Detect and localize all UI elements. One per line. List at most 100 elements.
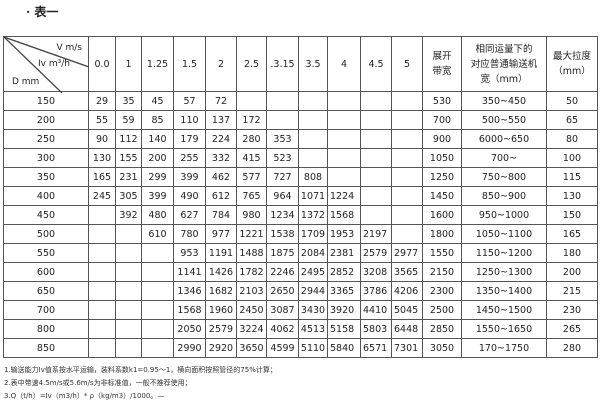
- table-cell: [88, 243, 116, 263]
- table-cell: 1050: [422, 148, 462, 168]
- table-cell: [266, 110, 299, 130]
- table-cell: 2381: [327, 243, 361, 263]
- header-line: 宽（mm）: [480, 73, 528, 85]
- table-cell: [391, 129, 423, 149]
- header-line: 最大拉度: [552, 51, 591, 62]
- table-cell: 392: [115, 205, 142, 225]
- speed-header: 1: [115, 36, 142, 92]
- table-cell: 231: [115, 167, 142, 187]
- table-cell: [298, 148, 328, 168]
- table-cell: 5158: [327, 319, 361, 339]
- table-cell: 80: [546, 129, 598, 149]
- table-cell: [141, 281, 174, 301]
- table-cell: [115, 338, 142, 358]
- table-cell: 215: [546, 281, 598, 301]
- table-cell: 1372: [298, 205, 328, 225]
- speed-header: 2: [205, 36, 237, 92]
- table-cell: [88, 319, 116, 339]
- footnote: 3.Q（t/h）=Iv（m3/h）* ρ（kg/m3）/1000。—: [4, 392, 165, 400]
- table-cell: 2246: [266, 262, 299, 282]
- table-cell: 1234: [266, 205, 299, 225]
- table-row: 500 610 780 977 1221 1538 1709 1953 2197 1800 1050…: [3, 224, 598, 244]
- table-cell: [360, 91, 392, 111]
- table-cell: 1050~1100: [461, 224, 547, 244]
- table-title: · 表一: [26, 5, 59, 19]
- equiv-label-header: 相同运量下的 对应普通输送机 宽（mm）: [461, 36, 547, 92]
- table-cell: [391, 110, 423, 130]
- table-cell: 5110: [298, 338, 328, 358]
- table-row: 250 90 112 140 179 224 280 353 900 6000~650 80: [3, 129, 598, 149]
- footnote: 1.输送能力Iv值系按水平运输，装料系数k1=0.95～1，横向面积按照管径的7…: [4, 366, 277, 374]
- table-cell: [391, 224, 423, 244]
- table-row: 700 1568 1960 2450 3087 3430 3920 4410 5045 2500 1…: [3, 300, 598, 320]
- v-label: V m/s: [56, 43, 82, 53]
- table-cell: [391, 91, 423, 111]
- table-cell: 110: [173, 110, 206, 130]
- table-cell: 230: [546, 300, 598, 320]
- diameter-cell: 800: [3, 319, 89, 339]
- table-cell: 1346: [173, 281, 206, 301]
- table-cell: 950~1000: [461, 205, 547, 225]
- table-cell: [327, 91, 361, 111]
- table-cell: 462: [205, 167, 237, 187]
- table-cell: 2500: [422, 300, 462, 320]
- diameter-cell: 300: [3, 148, 89, 168]
- header-row: V m/s Iv m³/h D mm 0.0 1 1.25 1.5 2 2.5.3.15 3…: [3, 36, 598, 93]
- table-cell: [141, 300, 174, 320]
- table-cell: 55: [88, 110, 116, 130]
- table-cell: 1682: [205, 281, 237, 301]
- table-cell: 255: [173, 148, 206, 168]
- table-cell: 130: [546, 186, 598, 206]
- table-cell: 980: [236, 205, 267, 225]
- pull-label-header: 最大拉度 （mm）: [546, 36, 598, 92]
- table-cell: [141, 262, 174, 282]
- table-cell: 577: [236, 167, 267, 187]
- table-cell: [115, 300, 142, 320]
- table-cell: 165: [546, 224, 598, 244]
- table-cell: 2300: [422, 281, 462, 301]
- table-cell: [327, 167, 361, 187]
- table-cell: [360, 148, 392, 168]
- table-cell: [391, 167, 423, 187]
- table-cell: [391, 148, 423, 168]
- table-cell: 612: [205, 186, 237, 206]
- table-cell: [88, 281, 116, 301]
- header-line: 相同运量下的: [475, 43, 533, 55]
- table-cell: 977: [205, 224, 237, 244]
- table-cell: 2852: [327, 262, 361, 282]
- table-cell: 115: [546, 167, 598, 187]
- table-cell: [360, 129, 392, 149]
- footnotes: 1.输送能力Iv值系按水平运输，装料系数k1=0.95～1，横向面积按照管径的7…: [4, 364, 277, 403]
- speed-header: .3.15: [266, 36, 299, 92]
- table-cell: 350~450: [461, 91, 547, 111]
- diameter-cell: 250: [3, 129, 89, 149]
- table-row: 600 1141 1426 1782 2246 2495 2852 3208 3565 2150 1…: [3, 262, 598, 282]
- table-row: 650 1346 1682 2103 2650 2944 3365 3786 4206 2300 1…: [3, 281, 598, 301]
- table-cell: 480: [141, 205, 174, 225]
- table-cell: 1191: [205, 243, 237, 263]
- table-cell: 90: [88, 129, 116, 149]
- table-cell: 5840: [327, 338, 361, 358]
- table-cell: 523: [266, 148, 299, 168]
- table-cell: 3430: [298, 300, 328, 320]
- speed-header: 2.5: [236, 36, 267, 92]
- d-label: D mm: [12, 77, 40, 87]
- table-cell: [141, 243, 174, 263]
- diameter-cell: 500: [3, 224, 89, 244]
- diameter-cell: 600: [3, 262, 89, 282]
- table-cell: 180: [546, 243, 598, 263]
- table-cell: [391, 186, 423, 206]
- table-cell: 1550: [422, 243, 462, 263]
- diameter-cell: 450: [3, 205, 89, 225]
- table-cell: 2050: [173, 319, 206, 339]
- table-cell: 765: [236, 186, 267, 206]
- diameter-cell: 150: [3, 91, 89, 111]
- speed-header: 1.25: [141, 36, 174, 92]
- table-cell: 245: [88, 186, 116, 206]
- table-cell: 170~1750: [461, 338, 547, 358]
- diagonal-header-cell: V m/s Iv m³/h D mm: [3, 36, 89, 93]
- table-cell: [115, 243, 142, 263]
- table-cell: [327, 110, 361, 130]
- table-cell: 85: [141, 110, 174, 130]
- table-cell: 1800: [422, 224, 462, 244]
